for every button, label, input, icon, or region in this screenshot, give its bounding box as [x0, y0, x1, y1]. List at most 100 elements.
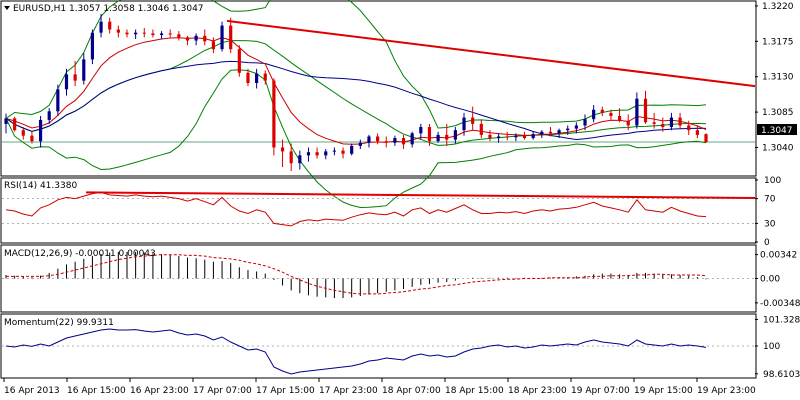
x-tick-label: 17 Apr 15:00: [256, 386, 315, 396]
x-tick-label: 18 Apr 15:00: [445, 386, 504, 396]
candle: [30, 131, 34, 144]
rsi-trendline[interactable]: [85, 191, 756, 199]
momentum-title: Momentum(22) 99.9311: [4, 318, 114, 328]
candle: [306, 147, 311, 162]
x-tick-label: 17 Apr 23:00: [319, 386, 378, 396]
candle: [548, 127, 553, 137]
candle: [540, 130, 544, 139]
candle: [384, 136, 388, 148]
candle: [410, 131, 414, 148]
price-plot: [2, 0, 756, 209]
candle: [514, 133, 518, 142]
x-tick-label: 19 Apr 15:00: [634, 386, 693, 396]
candle: [116, 25, 120, 38]
candle: [108, 17, 112, 34]
candle: [471, 106, 475, 131]
candle: [583, 114, 587, 131]
candle: [617, 108, 622, 123]
rsi-plot: [2, 191, 756, 227]
candle: [566, 125, 570, 135]
candle: [592, 105, 596, 123]
x-tick-label: 17 Apr 07:00: [193, 386, 252, 396]
candle: [496, 133, 501, 143]
candle: [99, 13, 103, 38]
candle: [289, 143, 293, 172]
rsi-line: [5, 191, 707, 227]
candle: [38, 116, 43, 148]
candle: [479, 119, 483, 139]
candle: [652, 112, 656, 129]
candle: [505, 131, 509, 141]
slow-moving-average-line: [5, 60, 707, 141]
macd-tick-label: -0.00348: [760, 299, 800, 309]
candle: [341, 147, 345, 159]
candle: [678, 112, 682, 129]
candle: [367, 134, 371, 148]
candle: [436, 131, 440, 143]
candle: [427, 123, 432, 146]
candle: [263, 70, 267, 85]
candle: [237, 45, 241, 77]
momentum-tick-label: 100: [763, 342, 780, 352]
candle: [462, 112, 466, 136]
price-trendline[interactable]: [226, 19, 756, 88]
price-tick-label: 1.3220: [762, 2, 794, 12]
candle: [350, 143, 354, 156]
candle: [280, 139, 285, 168]
candle: [445, 123, 449, 146]
fast-moving-average-line: [5, 37, 707, 145]
momentum-tick-label: 98.6103: [763, 370, 800, 380]
candle: [21, 127, 25, 140]
candle: [203, 29, 207, 46]
candle: [419, 123, 423, 140]
candle: [246, 68, 250, 87]
candle: [151, 29, 155, 38]
candle: [376, 133, 380, 145]
momentum-line: [5, 328, 707, 375]
momentum-tick-label: 101.3283: [763, 315, 800, 325]
candle: [142, 27, 146, 38]
candle: [661, 117, 665, 132]
candle: [635, 92, 639, 129]
candle: [401, 134, 406, 150]
candle: [194, 33, 198, 46]
x-tick-label: 16 Apr 15:00: [67, 386, 126, 396]
candle: [453, 127, 457, 144]
price-title: EURUSD,H1 1.3057 1.3058 1.3046 1.3047: [4, 4, 204, 14]
candle: [324, 149, 328, 160]
candle: [488, 130, 492, 142]
candle: [177, 31, 181, 41]
macd-plot: [2, 251, 755, 299]
price-tick-label: 1.3085: [762, 108, 794, 118]
rsi-panel[interactable]: [0, 177, 757, 244]
candle: [168, 29, 172, 38]
price-tick-label: 1.3175: [762, 37, 794, 47]
candle: [358, 139, 362, 150]
macd-tick-label: 0.00342: [760, 251, 797, 261]
candle: [4, 113, 8, 134]
candle: [600, 106, 604, 117]
bollinger-lower-line: [5, 69, 707, 209]
candle: [90, 29, 95, 65]
candle: [643, 90, 648, 124]
candle: [211, 37, 216, 54]
candle: [64, 68, 69, 96]
current-price-value: 1.3047: [761, 126, 793, 136]
candle: [185, 35, 190, 46]
rsi-title: RSI(14) 41.3380: [4, 181, 77, 191]
candle: [73, 60, 77, 87]
price-panel[interactable]: [0, 0, 757, 177]
candle: [557, 128, 561, 139]
dropdown-triangle-icon[interactable]: [4, 6, 10, 10]
candle: [255, 68, 259, 89]
momentum-plot: [2, 328, 755, 375]
bollinger-upper-line: [5, 0, 707, 129]
price-tick-label: 1.3040: [762, 143, 794, 153]
candle: [695, 125, 699, 139]
current-price-tag: 1.3047: [757, 124, 797, 136]
candle: [522, 131, 527, 140]
candle: [626, 114, 630, 131]
candle: [125, 29, 129, 38]
candle: [669, 112, 674, 131]
